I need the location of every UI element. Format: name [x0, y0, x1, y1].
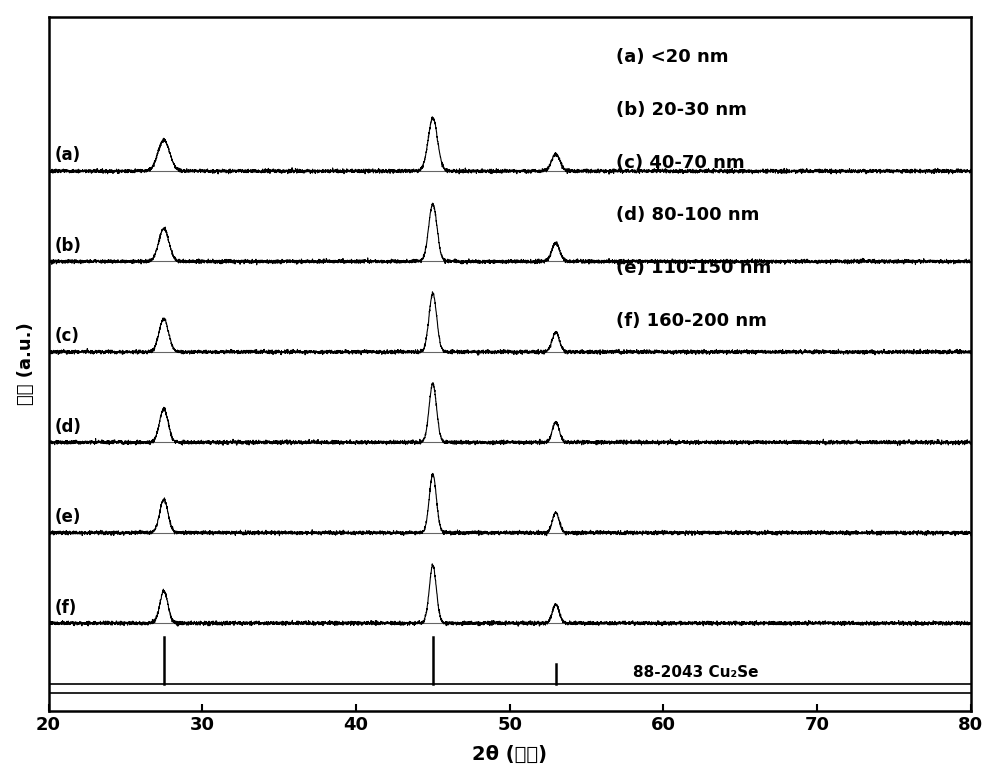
Text: (c): (c) — [55, 327, 80, 345]
Text: (b) 20-30 nm: (b) 20-30 nm — [616, 101, 747, 119]
Text: (f): (f) — [55, 598, 77, 616]
Text: (e) 110-150 nm: (e) 110-150 nm — [616, 259, 771, 277]
Y-axis label: 强度 (a.u.): 强度 (a.u.) — [17, 323, 35, 405]
Text: (c) 40-70 nm: (c) 40-70 nm — [616, 154, 744, 172]
Text: (a): (a) — [55, 146, 81, 165]
Text: (b): (b) — [55, 237, 82, 255]
X-axis label: 2θ (角度): 2θ (角度) — [472, 745, 547, 765]
Text: (a) <20 nm: (a) <20 nm — [616, 48, 728, 66]
Text: 88-2043 Cu₂Se: 88-2043 Cu₂Se — [633, 665, 758, 680]
Text: (e): (e) — [55, 508, 81, 526]
Text: (d) 80-100 nm: (d) 80-100 nm — [616, 206, 759, 224]
Text: (f) 160-200 nm: (f) 160-200 nm — [616, 312, 767, 330]
Text: (d): (d) — [55, 418, 82, 436]
